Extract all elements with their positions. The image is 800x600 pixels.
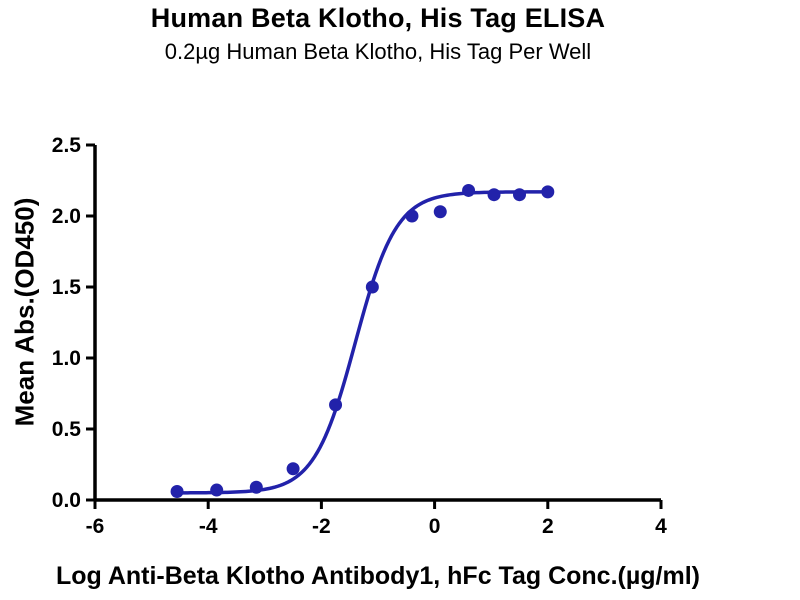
y-tick-label: 0.0: [52, 489, 81, 512]
fit-curve: [175, 190, 550, 495]
x-tick-label: 4: [655, 515, 667, 538]
tick-marks: [86, 143, 663, 509]
data-point: [365, 280, 379, 294]
y-tick-label: 2.5: [52, 134, 82, 157]
axes: [93, 145, 661, 502]
data-point: [462, 183, 476, 197]
data-point: [286, 462, 300, 476]
y-tick-label: 1.0: [52, 347, 81, 370]
x-tick-label: -2: [312, 515, 331, 538]
data-point: [249, 480, 263, 494]
chart-subtitle: 0.2µg Human Beta Klotho, His Tag Per Wel…: [164, 39, 592, 64]
data-point: [541, 185, 555, 199]
y-tick-label: 2.0: [52, 205, 81, 228]
y-tick-label: 0.5: [52, 418, 82, 441]
data-point: [433, 205, 447, 219]
data-point: [329, 398, 343, 412]
x-tick-label: -4: [199, 515, 218, 538]
chart-title: Human Beta Klotho, His Tag ELISA: [150, 3, 606, 33]
data-points: [170, 183, 555, 498]
data-point: [513, 188, 526, 202]
x-tick-label: 0: [429, 515, 441, 538]
chart-header: Human Beta Klotho, His Tag ELISA 0.2µg H…: [0, 0, 756, 65]
tick-labels: -6 -4 -2 0 2 4 0.0 0.5 1.0 1.5 2.0 2.5: [52, 134, 667, 538]
data-point: [210, 483, 224, 497]
x-tick-label: -6: [86, 515, 105, 538]
x-tick-label: 2: [542, 515, 554, 538]
data-point: [170, 484, 184, 498]
y-tick-label: 1.5: [52, 276, 82, 299]
data-point: [487, 188, 501, 202]
x-axis-label: Log Anti-Beta Klotho Antibody1, hFc Tag …: [56, 562, 700, 590]
data-point: [405, 209, 419, 223]
